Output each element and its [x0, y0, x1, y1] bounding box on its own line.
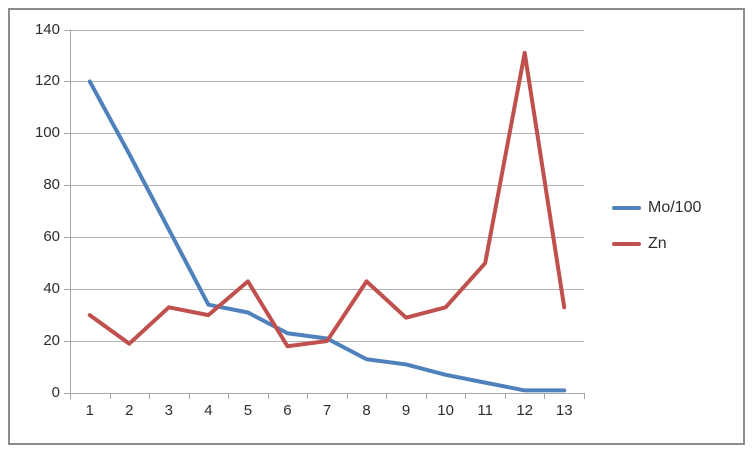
x-axis-tick-label: 7 — [322, 402, 332, 419]
x-axis-tick-label: 1 — [85, 402, 94, 419]
legend-item-zn: Zn — [612, 233, 701, 255]
y-axis-tick-label: 80 — [43, 176, 60, 194]
series-line-zn — [87, 50, 567, 349]
y-axis-tick-label: 120 — [34, 72, 60, 90]
y-axis-tick-label: 100 — [34, 124, 60, 142]
y-axis-tick-label: 20 — [43, 332, 60, 350]
x-axis-tick-label: 13 — [555, 402, 573, 419]
x-axis-tick-label: 8 — [362, 402, 371, 419]
x-axis-tick-label: 11 — [477, 402, 493, 419]
legend-label-zn: Zn — [648, 235, 667, 252]
series-line-mo100 — [87, 79, 567, 393]
x-axis-tick-label: 9 — [401, 402, 411, 419]
x-axis-tick-label: 5 — [243, 402, 253, 419]
y-axis-tick-label: 60 — [43, 228, 60, 246]
x-axis-tick-label: 6 — [283, 402, 292, 419]
x-axis-tick-label: 2 — [125, 402, 134, 419]
x-axis-tick-label: 3 — [164, 402, 174, 419]
legend-swatch-zn — [612, 242, 641, 246]
chart-border-frame — [8, 8, 745, 445]
legend-label-mo100: Mo/100 — [648, 199, 702, 216]
legend-item-mo100: Mo/100 — [612, 197, 701, 219]
x-axis-tick-label: 10 — [437, 402, 454, 419]
legend-swatch-mo100 — [612, 206, 641, 210]
y-axis-tick-label: 0 — [51, 384, 60, 401]
x-axis-tick-label: 4 — [204, 402, 213, 419]
y-axis-tick-label: 140 — [34, 20, 60, 38]
x-axis-tick-label: 12 — [516, 402, 534, 419]
y-axis-tick-label: 40 — [43, 280, 60, 298]
legend: Mo/100 Zn — [612, 197, 701, 255]
